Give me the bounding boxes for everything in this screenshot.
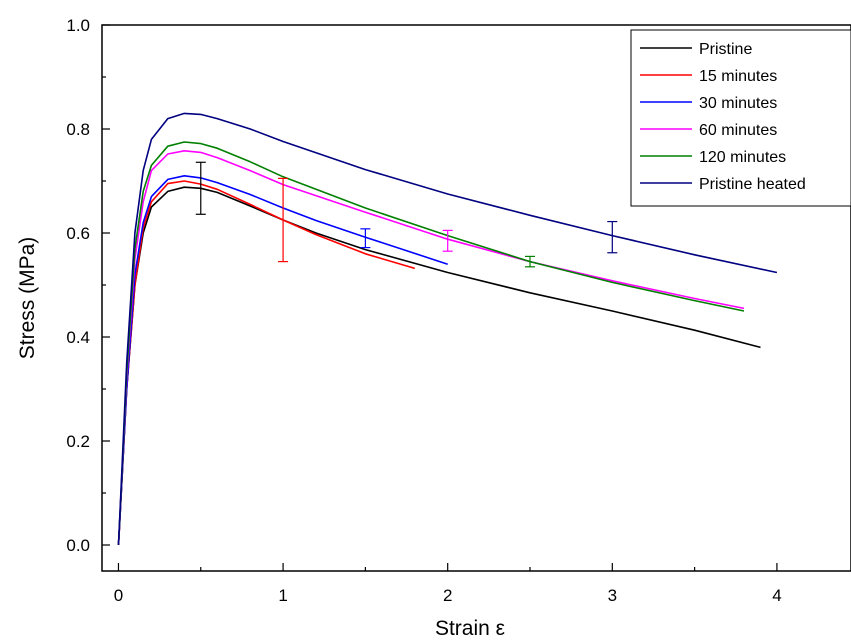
- y-tick-label: 0.8: [66, 120, 90, 139]
- y-tick-label: 0.6: [66, 224, 90, 243]
- legend-label: Pristine heated: [699, 176, 806, 193]
- y-tick-label: 0.2: [66, 432, 90, 451]
- legend-item: Pristine heated: [640, 176, 806, 193]
- x-axis-title: Strain ε: [435, 617, 505, 640]
- legend-item: 60 minutes: [640, 122, 777, 139]
- x-tick-label: 4: [772, 586, 781, 605]
- legend-label: Pristine: [699, 41, 752, 58]
- error-bar-3: [442, 229, 453, 252]
- y-axis-ticks: 0.0 0.2 0.4 0.6 0.8 1.0: [66, 16, 110, 555]
- y-axis-title: Stress (MPa): [16, 237, 39, 360]
- x-tick-label: 3: [608, 586, 617, 605]
- x-tick-label: 0: [114, 586, 123, 605]
- x-axis-ticks: 0 1 2 3 4: [114, 563, 782, 605]
- legend-items: Pristine 15 minutes 30 minutes 60 minutes 12…: [640, 41, 806, 193]
- y-tick-label: 0.4: [66, 328, 90, 347]
- error-bar-4: [525, 255, 535, 268]
- error-bar-0: [195, 161, 206, 215]
- error-bar-5: [607, 220, 618, 254]
- x-tick-label: 2: [443, 586, 452, 605]
- legend-label: 30 minutes: [699, 95, 777, 112]
- legend-item: 120 minutes: [640, 149, 786, 166]
- series-layer: [117, 112, 778, 546]
- y-tick-label: 1.0: [66, 16, 90, 35]
- error-bar-1: [278, 177, 289, 263]
- y-tick-label: 0.0: [66, 536, 90, 555]
- series-line-5: [117, 112, 778, 546]
- legend-label: 60 minutes: [699, 122, 777, 139]
- legend-item: Pristine: [640, 41, 752, 58]
- legend-label: 120 minutes: [699, 149, 786, 166]
- legend-label: 15 minutes: [699, 68, 777, 85]
- series-line-2: [117, 175, 448, 546]
- error-bar-layer: [195, 161, 618, 268]
- series-line-0: [117, 186, 761, 546]
- legend-item: 30 minutes: [640, 95, 777, 112]
- legend-item: 15 minutes: [640, 68, 777, 85]
- series-line-4: [117, 141, 745, 546]
- legend-box: [630, 29, 851, 207]
- error-bar-2: [360, 228, 371, 249]
- series-line-3: [117, 150, 745, 546]
- legend: Pristine 15 minutes 30 minutes 60 minutes 12…: [630, 29, 851, 207]
- x-tick-label: 1: [278, 586, 287, 605]
- series-line-1: [117, 180, 416, 546]
- plot-frame: [101, 24, 851, 572]
